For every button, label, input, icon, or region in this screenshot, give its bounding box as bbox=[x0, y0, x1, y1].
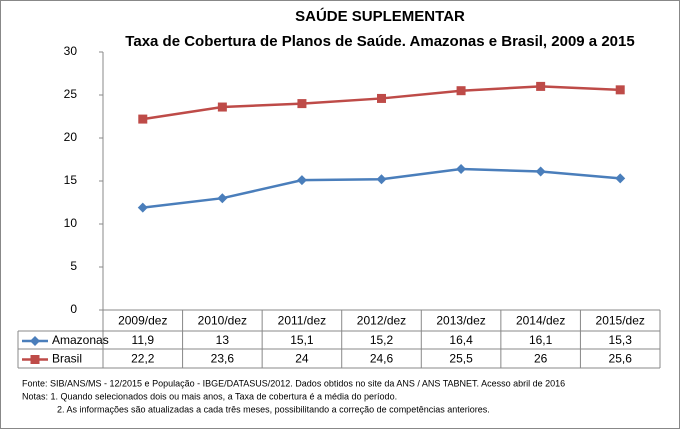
y-tick-label: 10 bbox=[64, 216, 78, 230]
point bbox=[615, 173, 626, 184]
chart-subtitle: Taxa de Cobertura de Planos de Saúde. Am… bbox=[125, 33, 634, 50]
legend-label: Amazonas bbox=[52, 333, 109, 347]
table-value: 11,9 bbox=[132, 333, 155, 347]
chart-title: SAÚDE SUPLEMENTAR bbox=[295, 7, 465, 25]
point bbox=[217, 193, 228, 204]
table-value: 16,1 bbox=[529, 333, 553, 347]
table-value: 23,6 bbox=[211, 352, 235, 366]
table-value: 26 bbox=[534, 352, 548, 366]
point bbox=[217, 102, 227, 112]
x-tick-label: 2013/dez bbox=[436, 314, 485, 328]
point bbox=[297, 99, 307, 109]
x-tick-label: 2012/dez bbox=[357, 314, 406, 328]
note: Notas: 1. Quando selecionados dois ou ma… bbox=[22, 391, 397, 401]
y-tick-label: 20 bbox=[64, 130, 78, 144]
point bbox=[296, 175, 307, 186]
table-value: 25,5 bbox=[449, 352, 473, 366]
table-value: 22,2 bbox=[131, 352, 155, 366]
table-value: 15,2 bbox=[370, 333, 394, 347]
y-tick-label: 30 bbox=[64, 44, 78, 58]
point bbox=[137, 202, 148, 213]
table-value: 13 bbox=[216, 333, 230, 347]
point bbox=[536, 81, 546, 91]
y-tick-label: 25 bbox=[64, 87, 78, 101]
x-tick-label: 2014/dez bbox=[516, 314, 565, 328]
table-value: 16,4 bbox=[449, 333, 473, 347]
y-tick-label: 15 bbox=[64, 173, 78, 187]
table-value: 24,6 bbox=[370, 352, 394, 366]
point bbox=[535, 166, 546, 177]
table-value: 15,1 bbox=[290, 333, 314, 347]
point bbox=[456, 86, 466, 96]
x-tick-label: 2010/dez bbox=[198, 314, 247, 328]
point bbox=[376, 174, 387, 185]
point bbox=[30, 355, 40, 364]
y-tick-label: 0 bbox=[70, 302, 77, 316]
point bbox=[615, 85, 625, 95]
point bbox=[30, 336, 40, 346]
x-tick-label: 2015/dez bbox=[596, 314, 645, 328]
point bbox=[456, 163, 467, 174]
table-value: 24 bbox=[295, 352, 309, 366]
table-value: 15,3 bbox=[609, 333, 633, 347]
note: Fonte: SIB/ANS/MS - 12/2015 e População … bbox=[22, 378, 565, 388]
x-tick-label: 2009/dez bbox=[118, 314, 167, 328]
note: 2. As informações são atualizadas a cada… bbox=[57, 404, 490, 414]
y-tick-label: 5 bbox=[70, 259, 77, 273]
table-value: 25,6 bbox=[609, 352, 633, 366]
point bbox=[377, 93, 386, 103]
point bbox=[138, 114, 148, 124]
legend-label: Brasil bbox=[52, 352, 82, 366]
x-tick-label: 2011/dez bbox=[278, 314, 327, 328]
